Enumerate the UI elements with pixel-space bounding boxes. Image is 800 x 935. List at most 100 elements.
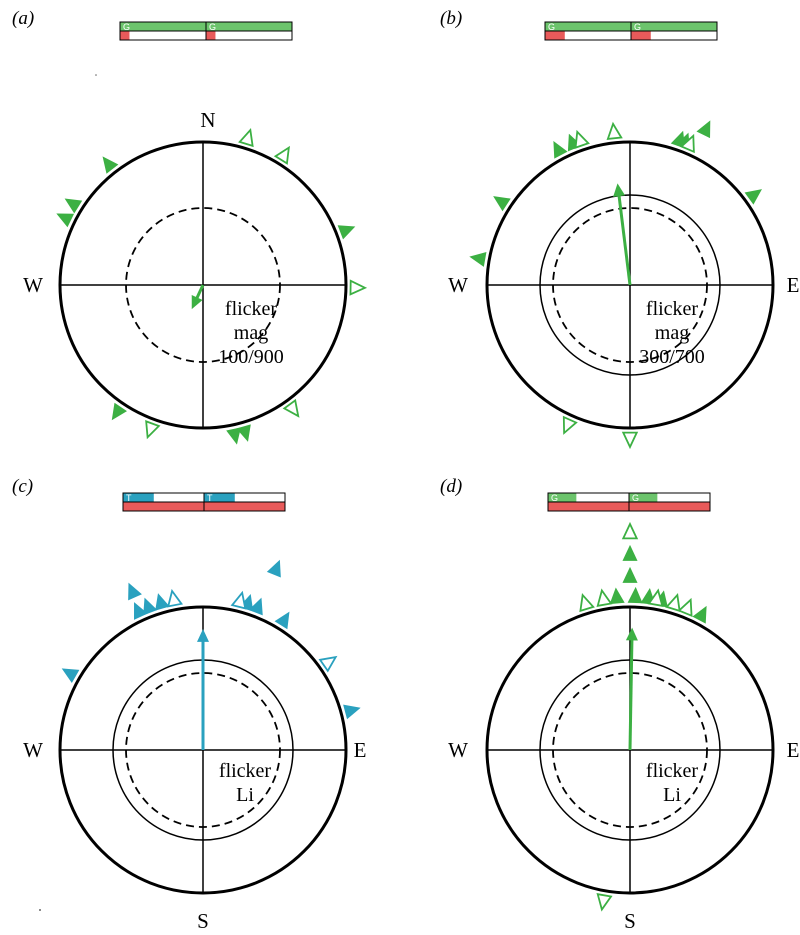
filled-marker [226,427,241,445]
bar-letter: T [207,493,213,503]
mean-vector-head [197,629,209,642]
cardinal-e: E [787,738,800,762]
bar-top-fill [631,22,717,31]
bar-letter: G [551,493,558,503]
bar-bottom-fill [631,31,651,40]
open-marker [621,431,639,450]
open-marker [166,588,184,608]
open-marker [606,121,623,140]
bar-letter: G [632,493,639,503]
filled-marker [61,668,80,683]
condition-text: Li [663,784,681,806]
condition-text: mag [234,322,268,344]
bar-top-fill [123,493,154,502]
filled-marker [274,611,290,630]
filled-marker [469,252,487,267]
significance-circle [552,672,708,828]
cardinal-e: E [787,273,800,297]
stacked-filled-marker [622,544,638,561]
condition-text: flicker [219,760,272,782]
filled-marker [692,605,707,624]
cardinal-w: W [23,738,43,762]
bar-bottom-fill [548,502,629,511]
speck [39,909,41,911]
open-marker [238,128,254,148]
inner-circle [539,659,721,841]
filled-marker [248,597,263,616]
bar-bottom-fill [123,502,204,511]
condition-text: mag [655,322,689,344]
filled-marker [343,704,361,720]
open-marker [579,593,595,613]
bar-top-fill [204,493,235,502]
stacked-filled-marker [266,559,281,578]
mean-vector-head [191,294,203,310]
open-marker [282,398,300,418]
condition-text: flicker [646,298,699,320]
panel-label: (a) [12,8,34,29]
mean-vector-head [625,627,638,641]
open-marker [273,145,290,165]
condition-text: 300/700 [639,346,705,368]
stacked-filled-marker [128,582,142,601]
open-marker [145,420,161,440]
stacked-filled-marker [696,120,711,139]
filled-marker [155,593,170,611]
bar-letter: T [126,493,132,503]
open-marker [665,593,681,613]
open-marker [596,893,613,912]
cardinal-s: S [624,909,636,933]
filled-marker [337,225,356,240]
inner-circle [539,194,721,376]
bar-bottom-fill [120,31,130,40]
filled-marker [236,424,251,442]
cardinal-n: N [200,108,215,132]
filled-marker [744,189,763,205]
condition-text: 100/900 [218,346,284,368]
bar-letter: G [548,22,555,32]
filled-marker [56,213,75,228]
open-marker [596,588,613,607]
bar-letter: G [123,22,130,32]
cardinal-w: W [448,738,468,762]
cardinal-s: S [197,909,209,933]
bar-bottom-fill [206,31,216,40]
bar-letter: G [634,22,641,32]
filled-marker [143,597,158,616]
filled-marker [64,198,83,214]
open-marker [318,655,338,673]
mean-vector-head [613,183,626,197]
stacked-open-marker [621,521,639,540]
open-marker [679,133,695,154]
mean-vector-shaft [617,191,632,286]
bar-top-fill [548,493,577,502]
bar-bottom-fill [204,502,285,511]
bar-top-fill [629,493,658,502]
significance-circle [125,207,281,363]
panel-label: (b) [440,8,462,29]
significance-circle [125,672,281,828]
open-marker [574,129,590,149]
bar-bottom-fill [629,502,710,511]
bar-letter: G [209,22,216,32]
open-marker [230,590,247,610]
bar-top-fill [120,22,206,31]
panel-label: (c) [12,476,33,497]
panel-label: (d) [440,476,462,497]
cardinal-w: W [23,273,43,297]
open-marker [562,415,578,435]
filled-marker [493,196,511,212]
condition-text: flicker [646,760,699,782]
condition-text: flicker [225,298,278,320]
cardinal-e: E [354,738,367,762]
stacked-filled-marker [622,566,638,583]
filled-marker [553,140,568,159]
bar-bottom-fill [545,31,565,40]
mean-vector-shaft [628,635,634,751]
bar-top-fill [545,22,631,31]
filled-marker [102,156,119,174]
